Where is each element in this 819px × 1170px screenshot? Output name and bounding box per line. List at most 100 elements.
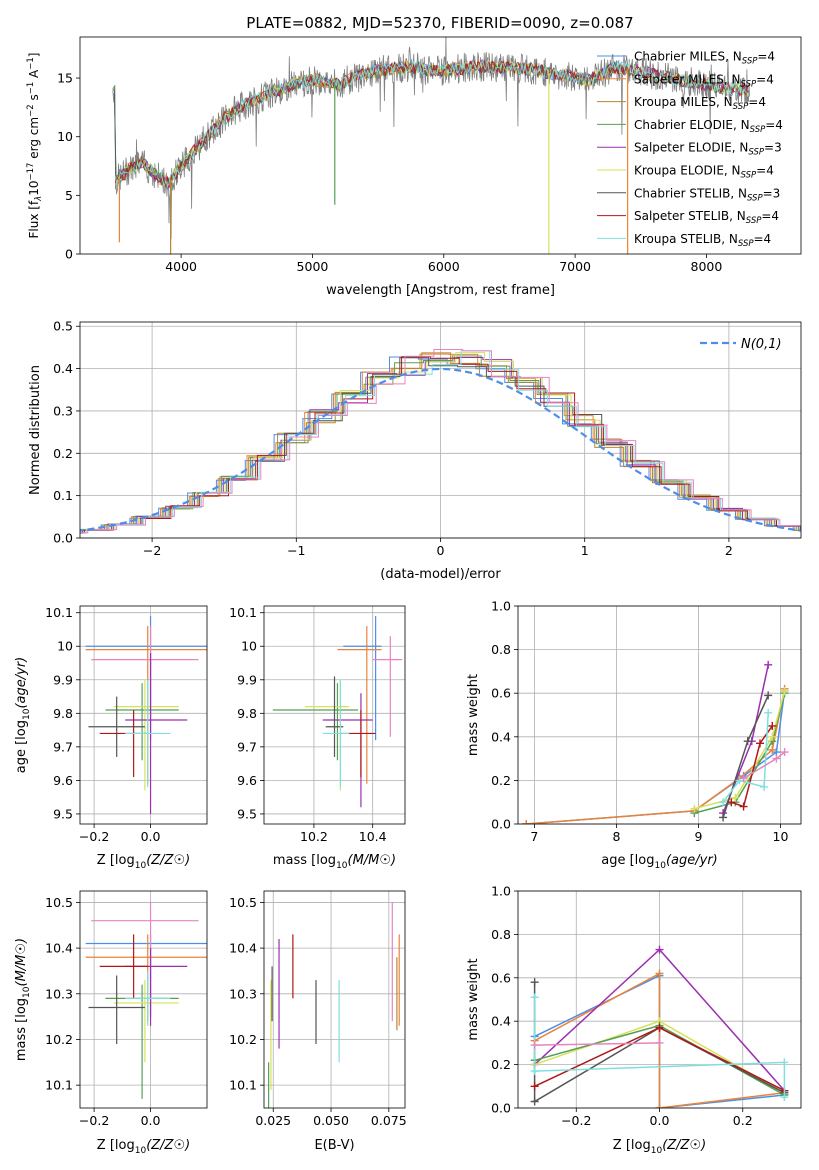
legend-label: Kroupa STELIB, NSSP=4 [634, 232, 771, 249]
y-tick-label: 1.0 [491, 599, 511, 614]
y-tick-label: 0.2 [491, 1057, 511, 1072]
y-tick-label: 0.8 [491, 642, 511, 657]
y-tick-label: 9.9 [237, 672, 257, 687]
plot-area [112, 37, 750, 254]
y-tick-label: 15 [57, 71, 73, 86]
legend-label: Salpeter STELIB, NSSP=4 [634, 209, 779, 226]
plot-area [522, 660, 789, 824]
x-tick-label: 0.2 [733, 1113, 753, 1128]
axis-label: Z [log10(Z/Z☉) [97, 853, 190, 871]
x-tick-label: 7000 [559, 259, 591, 274]
model-fit-line [115, 60, 750, 188]
y-tick-label: 0.1 [53, 488, 73, 503]
model-fit-line [115, 60, 750, 189]
y-tick-label: 9.8 [53, 706, 73, 721]
axes-frame [517, 890, 802, 1109]
axes-frame [79, 36, 802, 255]
legend-label: Chabrier MILES, NSSP=4 [634, 50, 775, 67]
legend-label: Chabrier STELIB, NSSP=3 [634, 186, 780, 203]
y-tick-label: 0.8 [491, 927, 511, 942]
x-tick-label: 6000 [428, 259, 460, 274]
plus-marker [719, 798, 728, 807]
x-axis-label: wavelength [Angstrom, rest frame] [326, 283, 555, 298]
x-tick-label: 8000 [691, 259, 723, 274]
x-tick-label: 5000 [297, 259, 329, 274]
x-tick-label: 0.0 [650, 1113, 670, 1128]
legend-label: Kroupa MILES, NSSP=4 [634, 95, 766, 112]
plus-marker [655, 1023, 664, 1032]
y-tick-label: 0.6 [491, 970, 511, 985]
mass-weight-vs-metallicity-panel: −0.2 0.0 0.2 0.0 0.2 0.4 0.6 0.8 1.0 Z [log10(Z/Z… [466, 884, 802, 1156]
plot-area [530, 945, 789, 1108]
y-tick-label: 9.8 [237, 706, 257, 721]
series-line [534, 1042, 660, 1046]
y-tick-label: 9.9 [53, 672, 73, 687]
y-tick-label: 0.0 [491, 1101, 511, 1116]
y-tick-label: 10.1 [45, 1078, 73, 1093]
y-tick-label: 9.7 [237, 739, 257, 754]
y-tick-label: 9.7 [53, 739, 73, 754]
plus-marker [772, 754, 781, 763]
age-vs-mass-panel: 10.2 10.4 9.5 9.6 9.7 9.8 9.9 10 10.1 mass [log10… [229, 605, 406, 871]
axes-frame [517, 605, 802, 825]
plot-area [85, 616, 207, 814]
x-tick-label: 9 [694, 829, 702, 844]
y-tick-label: 10.1 [229, 1078, 257, 1093]
plus-marker [655, 1038, 664, 1047]
plus-marker [739, 774, 748, 783]
x-tick-label: 10.2 [300, 829, 328, 844]
x-tick-label: 0.025 [255, 1113, 291, 1128]
x-tick-label: 10 [773, 829, 789, 844]
y-tick-label: 10.4 [229, 941, 257, 956]
plot-area [272, 616, 403, 808]
y-tick-label: 0.5 [53, 319, 73, 334]
figure-title: PLATE=0882, MJD=52370, FIBERID=0090, z=0… [246, 14, 633, 32]
y-tick-label: 10.2 [229, 1032, 257, 1047]
plus-marker [760, 782, 769, 791]
y-tick-label: 10.2 [45, 1032, 73, 1047]
y-tick-label: 10.3 [45, 986, 73, 1001]
plus-marker [780, 687, 789, 696]
legend-label: Salpeter ELODIE, NSSP=3 [634, 141, 782, 158]
plus-marker [522, 820, 531, 824]
x-tick-label: −0.2 [561, 1113, 591, 1128]
x-tick-label: 1 [581, 543, 589, 558]
y-tick-label: 9.5 [53, 806, 73, 821]
x-tick-label: 0.050 [313, 1113, 349, 1128]
mass-vs-metallicity-panel: −0.2 0.0 10.1 10.2 10.3 10.4 10.5 Z [log10(Z/Z☉… [14, 890, 208, 1156]
plus-marker [727, 798, 736, 807]
y-tick-label: 0.6 [491, 686, 511, 701]
y-tick-label: 10.1 [229, 605, 257, 620]
histogram-step-line [80, 349, 801, 534]
plus-marker [731, 793, 740, 802]
plus-marker [530, 1067, 539, 1076]
y-tick-label: 0.4 [491, 729, 511, 744]
y-tick-label: 0.2 [491, 773, 511, 788]
x-axis-label: (data-model)/error [380, 567, 501, 582]
y-tick-label: 9.6 [53, 773, 73, 788]
x-tick-label: 4000 [165, 259, 197, 274]
plus-marker [530, 1082, 539, 1091]
y-tick-label: 0.2 [53, 446, 73, 461]
axis-label: age [log10(age/yr) [601, 853, 717, 871]
axis-label: age [log10(age/yr) [14, 657, 32, 773]
observed-spectrum-line [112, 37, 750, 239]
y-tick-label: 10 [57, 639, 73, 654]
spectrum-panel: 4000 5000 6000 7000 8000 0 5 10 15 wavelength [An… [26, 36, 802, 298]
plus-marker [735, 776, 744, 785]
x-tick-label: −0.2 [79, 829, 109, 844]
y-tick-label: 10.5 [45, 895, 73, 910]
x-tick-label: 0.0 [141, 829, 161, 844]
plus-marker [530, 1097, 539, 1106]
x-axis-label: E(B-V) [314, 1138, 354, 1153]
plus-marker [690, 804, 699, 813]
plus-marker [780, 1093, 789, 1102]
plus-marker [780, 1058, 789, 1067]
plus-marker [530, 1041, 539, 1050]
histogram-step-line [80, 356, 801, 534]
plus-marker [755, 739, 764, 748]
legend-label: N(0,1) [741, 337, 782, 352]
x-tick-label: 0.075 [371, 1113, 407, 1128]
y-tick-label: 9.6 [237, 773, 257, 788]
